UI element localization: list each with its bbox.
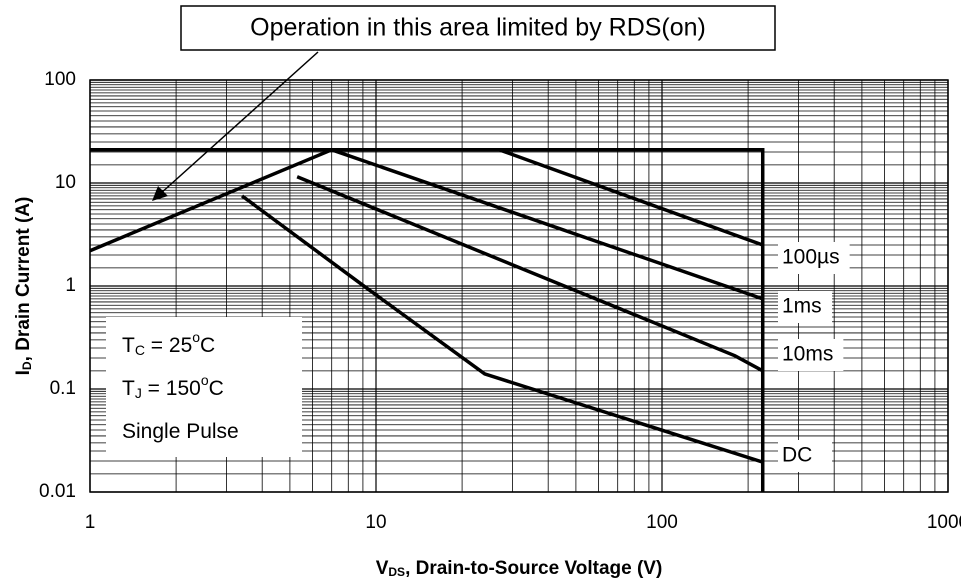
- conditions-box: [106, 317, 302, 457]
- series-label: DC: [782, 444, 812, 467]
- condition-sub: J: [135, 385, 142, 401]
- x-tick-label: 100: [646, 512, 678, 533]
- series-label-bg: [778, 440, 832, 472]
- y-label-rest: , Drain Current (A): [13, 197, 34, 362]
- plot-frame: [89, 79, 949, 493]
- y-axis-label: ID, Drain Current (A): [13, 197, 34, 376]
- y-label-sub: D: [20, 361, 34, 370]
- soa-line: [331, 148, 764, 301]
- soa-line: [296, 175, 764, 373]
- condition-sup: o: [192, 329, 200, 345]
- y-tick-label: 1: [65, 275, 76, 296]
- condition-main: Single Pulse: [122, 420, 239, 443]
- x-label-main: V: [376, 558, 389, 579]
- soa-line: [90, 148, 765, 492]
- condition-rest: C: [209, 377, 224, 400]
- series-label-bg: [778, 242, 850, 274]
- y-tick-label: 0.01: [39, 481, 76, 502]
- annotation-arrow: [159, 51, 319, 195]
- series-label-bg: [778, 291, 832, 323]
- x-tick-label: 1: [85, 512, 96, 533]
- condition-sub: C: [135, 342, 145, 358]
- condition: TC = 25oC: [122, 329, 215, 358]
- condition-sup: o: [201, 372, 209, 388]
- x-axis-label: VDS, Drain-to-Source Voltage (V): [376, 558, 663, 579]
- x-label-rest: , Drain-to-Source Voltage (V): [405, 558, 662, 579]
- annotation-box: [180, 5, 776, 51]
- series-label: 10ms: [782, 343, 833, 366]
- y-tick-label: 0.1: [50, 378, 76, 399]
- soa-line: [498, 148, 764, 247]
- soa-line: [240, 194, 764, 464]
- series-label: 100µs: [782, 246, 840, 269]
- condition-mid: = 25: [145, 334, 192, 357]
- y-tick-label: 100: [44, 69, 76, 90]
- annotation: Operation in this area limited by RDS(on…: [250, 14, 706, 42]
- x-tick-label: 10: [365, 512, 386, 533]
- series-label-bg: [778, 339, 844, 371]
- condition-mid: = 150: [142, 377, 201, 400]
- soa-line: [89, 148, 333, 253]
- x-label-sub: DS: [388, 565, 405, 579]
- condition: TJ = 150oC: [122, 372, 224, 401]
- y-tick-label: 10: [55, 172, 76, 193]
- arrow-head: [152, 186, 168, 201]
- condition-main: T: [122, 334, 135, 357]
- condition-rest: C: [200, 334, 215, 357]
- condition: Single Pulse: [122, 420, 239, 443]
- condition-main: T: [122, 377, 135, 400]
- y-label-main: I: [13, 370, 34, 375]
- series-label: 1ms: [782, 295, 822, 318]
